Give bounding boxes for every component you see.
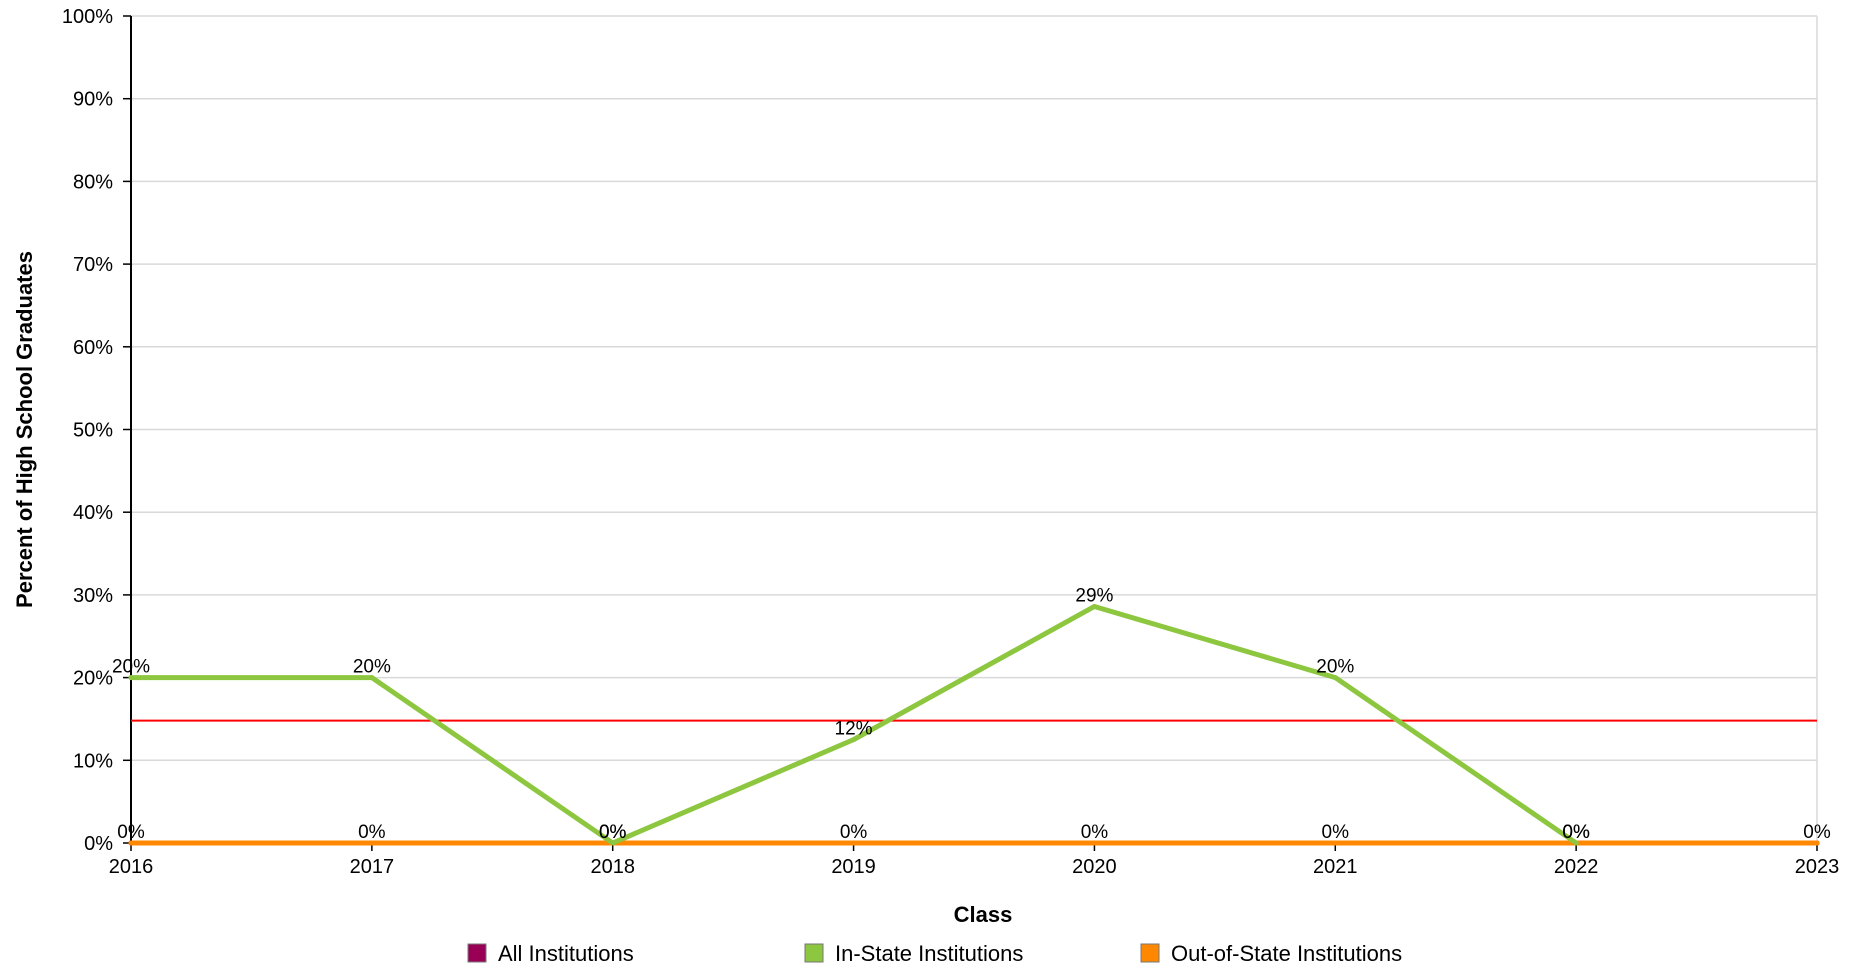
data-point xyxy=(1091,840,1097,846)
data-label: 0% xyxy=(1803,822,1831,843)
x-tick-label: 2020 xyxy=(1072,856,1117,878)
x-tick-labels: 2016 2017 2018 2019 2020 2021 2022 2023 xyxy=(109,843,1840,878)
data-label: 0% xyxy=(1562,822,1590,843)
y-tick-label: 10% xyxy=(73,750,113,772)
y-tick-label: 90% xyxy=(73,89,113,111)
legend-item[interactable]: In-State Institutions xyxy=(804,941,1023,963)
x-tick-label: 2018 xyxy=(590,856,635,878)
y-tick-label: 70% xyxy=(73,254,113,276)
x-axis-title: Class xyxy=(954,902,1013,927)
x-tick-label: 2021 xyxy=(1313,856,1358,878)
legend-label: In-State Institutions xyxy=(835,941,1023,963)
x-tick-label: 2016 xyxy=(109,856,154,878)
data-point xyxy=(128,840,134,846)
data-label: 20% xyxy=(1316,657,1354,678)
data-label: 20% xyxy=(353,657,391,678)
data-label: 12% xyxy=(835,719,873,740)
legend-swatch xyxy=(1140,943,1160,963)
y-axis-title: Percent of High School Graduates xyxy=(12,251,37,608)
data-point xyxy=(1332,840,1338,846)
y-tick-labels: 0% 10% 20% 30% 40% 50% 60% 70% 80% 90% 100% xyxy=(62,6,131,855)
data-label: 29% xyxy=(1075,585,1113,606)
y-tick-label: 50% xyxy=(73,420,113,442)
y-tick-label: 20% xyxy=(73,668,113,690)
data-point xyxy=(610,840,616,846)
data-label: 0% xyxy=(117,822,145,843)
legend-item[interactable]: Out-of-State Institutions xyxy=(1140,941,1402,963)
data-point xyxy=(1091,603,1097,609)
data-label: 0% xyxy=(840,822,868,843)
data-point xyxy=(1573,840,1579,846)
x-tick-label: 2019 xyxy=(831,856,876,878)
data-label: 0% xyxy=(1562,822,1590,843)
data-point xyxy=(851,840,857,846)
legend-item[interactable]: All Institutions xyxy=(467,941,634,963)
y-tick-label: 30% xyxy=(73,585,113,607)
data-point xyxy=(369,675,375,681)
y-tick-label: 80% xyxy=(73,171,113,193)
legend-label: Out-of-State Institutions xyxy=(1171,941,1402,963)
x-tick-label: 2023 xyxy=(1795,856,1840,878)
x-tick-label: 2022 xyxy=(1554,856,1599,878)
legend-label: All Institutions xyxy=(498,941,634,963)
legend-swatch xyxy=(804,943,824,963)
data-point xyxy=(1332,675,1338,681)
data-labels: 0% 0% 0% 0% 0% 0% 0% 0%20% 20%0%12%29%20%0% xyxy=(112,585,1831,843)
gridlines xyxy=(131,15,1818,843)
data-point xyxy=(1814,840,1820,846)
data-point xyxy=(369,840,375,846)
x-tick-label: 2017 xyxy=(350,856,395,878)
data-label: 0% xyxy=(1322,822,1350,843)
data-label: 0% xyxy=(599,822,627,843)
data-label: 0% xyxy=(358,822,386,843)
data-point xyxy=(851,737,857,743)
legend: All Institutions In-State Institutions Out… xyxy=(467,941,1402,963)
data-point xyxy=(128,675,134,681)
data-label: 0% xyxy=(599,822,627,843)
y-tick-label: 100% xyxy=(62,6,113,28)
y-tick-label: 60% xyxy=(73,337,113,359)
series-lines xyxy=(128,603,1820,846)
data-label: 0% xyxy=(1081,822,1109,843)
y-tick-label: 0% xyxy=(84,833,113,855)
data-label: 20% xyxy=(112,657,150,678)
legend-swatch xyxy=(467,943,487,963)
y-tick-label: 40% xyxy=(73,502,113,524)
